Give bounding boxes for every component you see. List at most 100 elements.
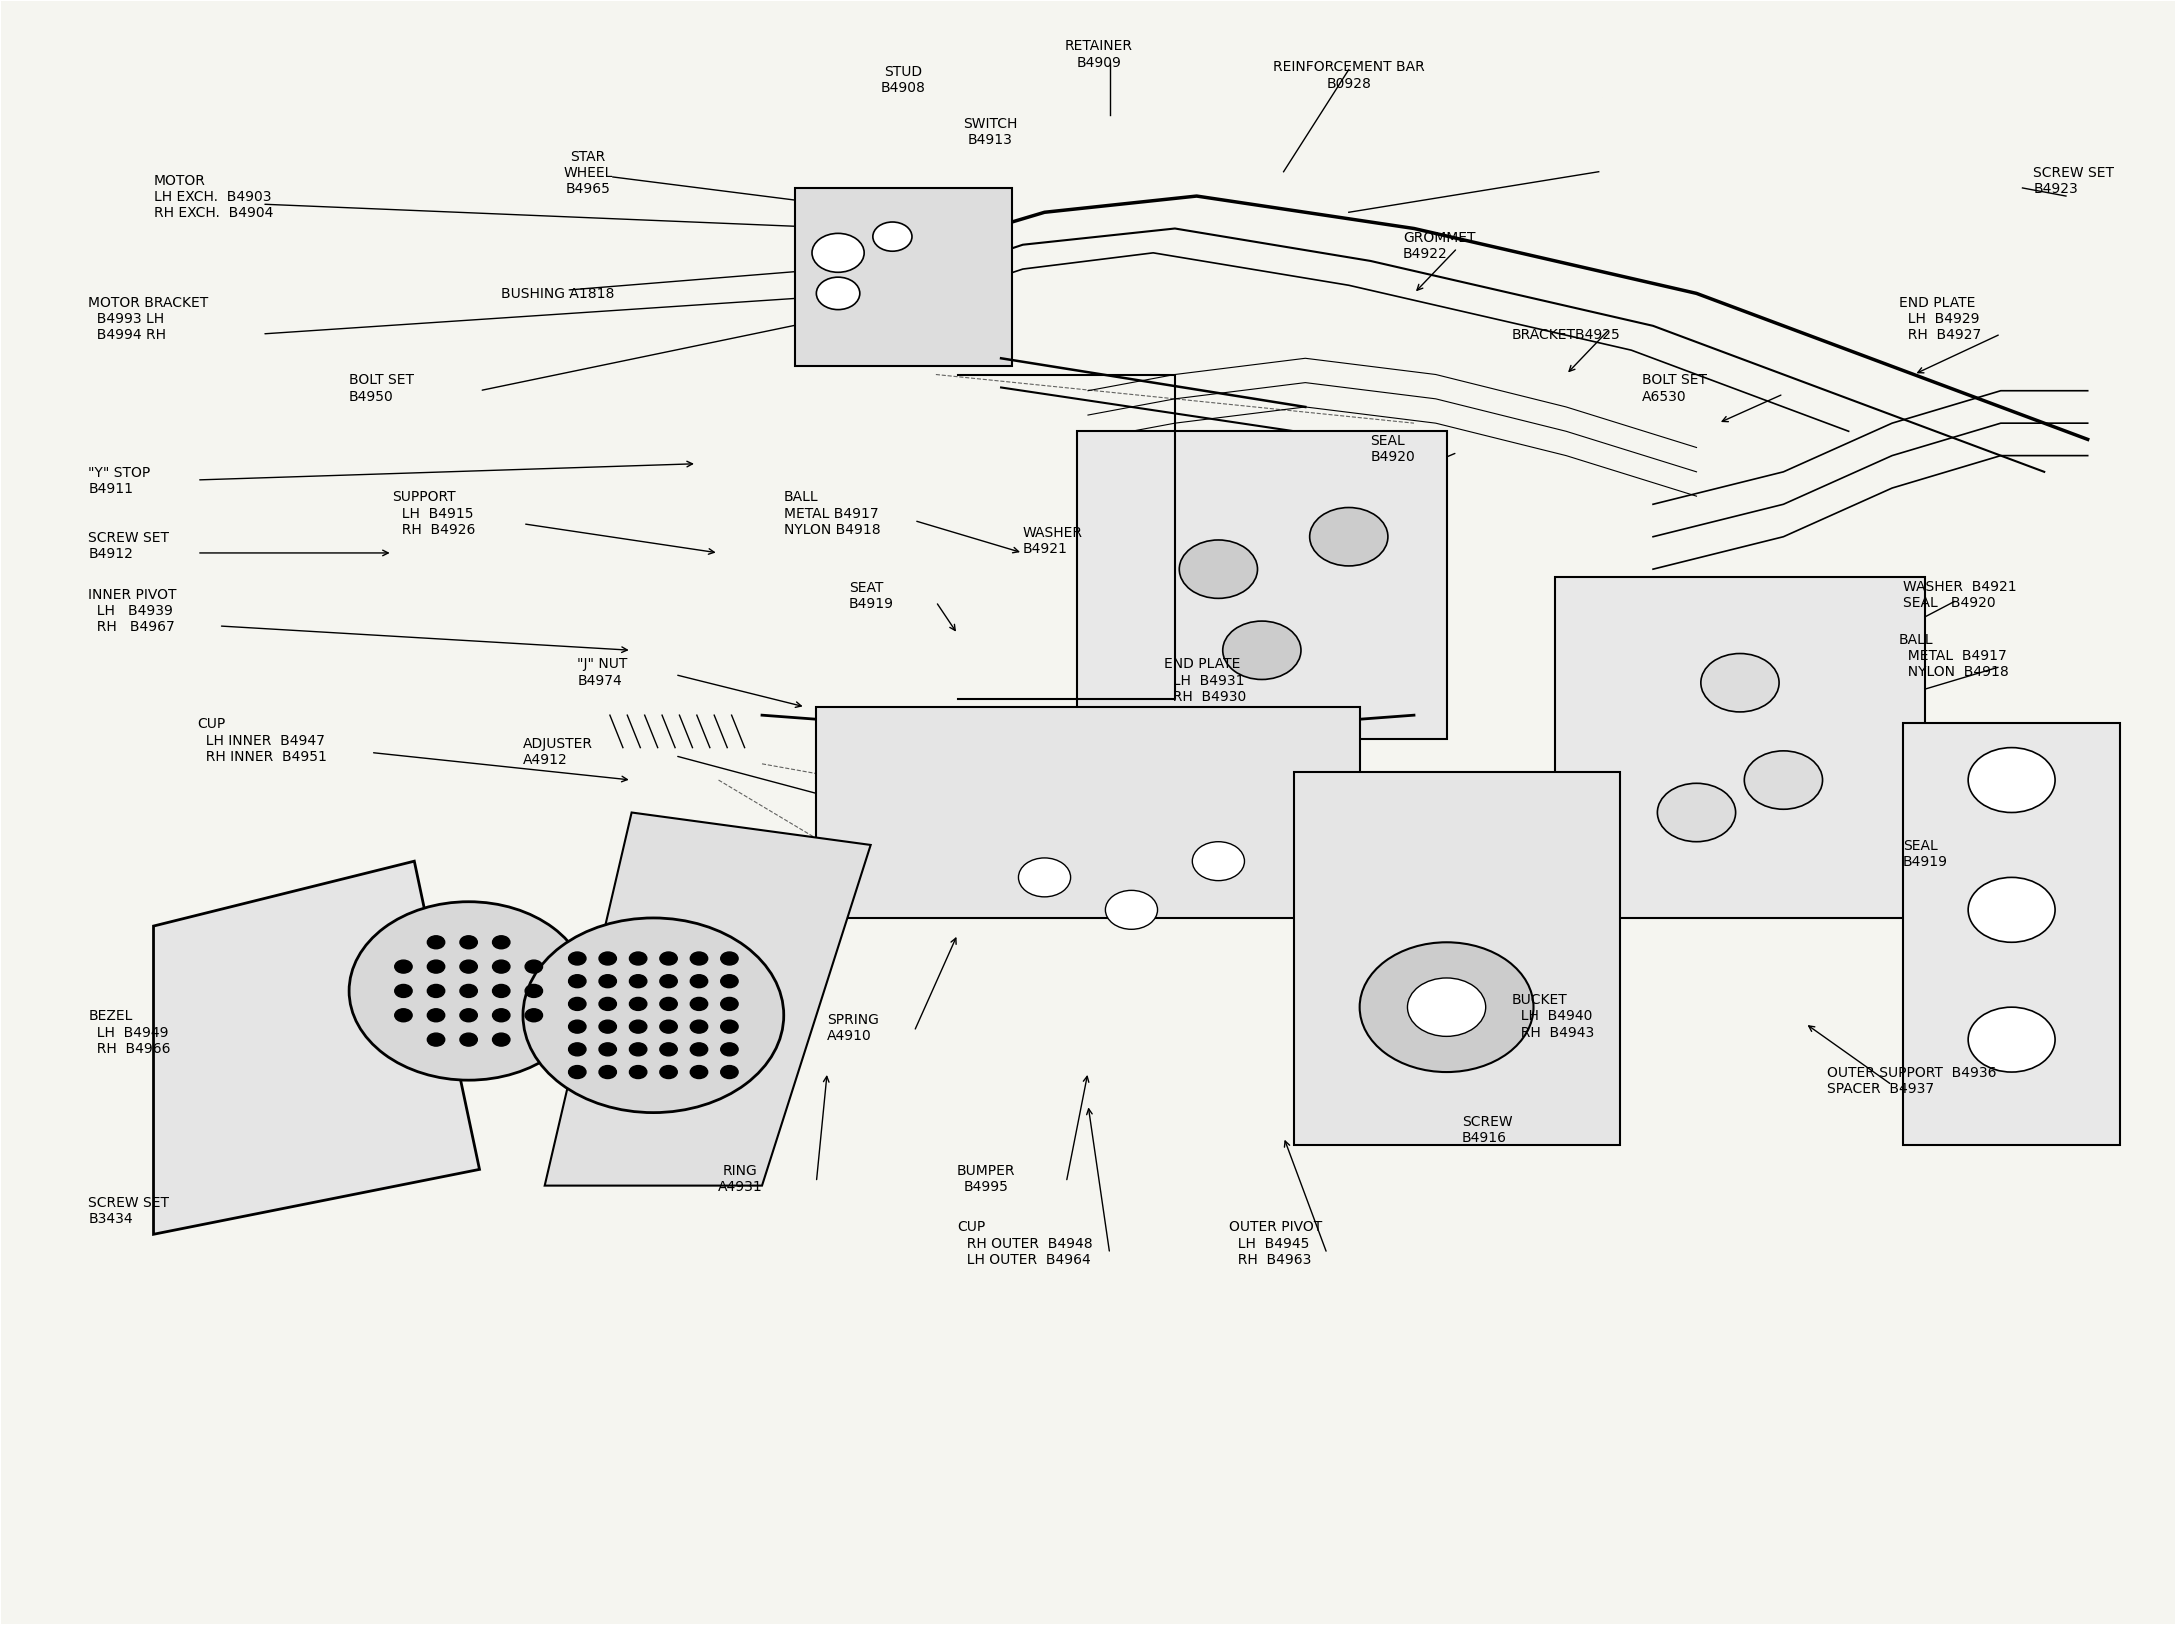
Text: BUSHING A1818: BUSHING A1818	[500, 288, 614, 302]
Circle shape	[426, 960, 444, 973]
Circle shape	[720, 975, 738, 988]
Text: WASHER  B4921
SEAL   B4920: WASHER B4921 SEAL B4920	[1904, 580, 2017, 609]
Circle shape	[1192, 842, 1245, 881]
Circle shape	[394, 985, 411, 998]
Circle shape	[524, 960, 542, 973]
FancyBboxPatch shape	[1556, 577, 1926, 918]
Text: END PLATE
  LH  B4929
  RH  B4927: END PLATE LH B4929 RH B4927	[1900, 296, 1980, 341]
Circle shape	[629, 1066, 646, 1079]
Circle shape	[426, 1009, 444, 1022]
Text: OUTER PIVOT
  LH  B4945
  RH  B4963: OUTER PIVOT LH B4945 RH B4963	[1229, 1220, 1323, 1268]
Text: SWITCH
B4913: SWITCH B4913	[964, 117, 1018, 148]
Circle shape	[524, 985, 542, 998]
Text: BEZEL
  LH  B4949
  RH  B4966: BEZEL LH B4949 RH B4966	[89, 1009, 172, 1056]
Circle shape	[629, 998, 646, 1011]
Text: SEAL
B4920: SEAL B4920	[1371, 434, 1414, 463]
Circle shape	[426, 1034, 444, 1046]
Text: MOTOR
LH EXCH.  B4903
RH EXCH.  B4904: MOTOR LH EXCH. B4903 RH EXCH. B4904	[154, 174, 272, 221]
Polygon shape	[544, 812, 870, 1186]
Circle shape	[1018, 858, 1071, 897]
Circle shape	[348, 902, 588, 1081]
Circle shape	[1310, 507, 1388, 566]
Circle shape	[568, 1020, 585, 1034]
Text: "Y" STOP
B4911: "Y" STOP B4911	[89, 466, 150, 496]
Circle shape	[629, 1020, 646, 1034]
Text: BALL
  METAL  B4917
  NYLON  B4918: BALL METAL B4917 NYLON B4918	[1900, 634, 2008, 679]
Text: BUMPER
B4995: BUMPER B4995	[957, 1164, 1016, 1194]
Text: SCREW SET
B4912: SCREW SET B4912	[89, 531, 170, 561]
Text: "J" NUT
B4974: "J" NUT B4974	[577, 658, 627, 687]
Circle shape	[629, 952, 646, 965]
Circle shape	[568, 975, 585, 988]
Circle shape	[459, 985, 477, 998]
Circle shape	[598, 998, 616, 1011]
Text: MOTOR BRACKET
  B4993 LH
  B4994 RH: MOTOR BRACKET B4993 LH B4994 RH	[89, 296, 209, 341]
Circle shape	[568, 1066, 585, 1079]
Circle shape	[1745, 751, 1823, 809]
Circle shape	[1223, 621, 1301, 679]
Circle shape	[690, 952, 707, 965]
Circle shape	[492, 1009, 509, 1022]
Circle shape	[659, 952, 677, 965]
Text: SCREW SET
B3434: SCREW SET B3434	[89, 1196, 170, 1227]
Circle shape	[492, 985, 509, 998]
Circle shape	[394, 960, 411, 973]
FancyBboxPatch shape	[1077, 431, 1447, 739]
Text: BALL
METAL B4917
NYLON B4918: BALL METAL B4917 NYLON B4918	[783, 491, 881, 536]
Circle shape	[873, 223, 912, 252]
Text: BOLT SET
B4950: BOLT SET B4950	[348, 374, 413, 403]
Circle shape	[629, 1043, 646, 1056]
Text: SPRING
A4910: SPRING A4910	[827, 1012, 879, 1043]
Circle shape	[690, 998, 707, 1011]
FancyBboxPatch shape	[816, 707, 1360, 918]
Circle shape	[568, 1043, 585, 1056]
Circle shape	[720, 998, 738, 1011]
Circle shape	[816, 278, 860, 310]
Text: INNER PIVOT
  LH   B4939
  RH   B4967: INNER PIVOT LH B4939 RH B4967	[89, 588, 176, 634]
Text: SCREW SET
B4923: SCREW SET B4923	[2032, 166, 2115, 197]
Circle shape	[1967, 878, 2054, 942]
Circle shape	[459, 960, 477, 973]
Text: REINFORCEMENT BAR
B0928: REINFORCEMENT BAR B0928	[1273, 60, 1425, 91]
Circle shape	[459, 1009, 477, 1022]
Circle shape	[598, 975, 616, 988]
Text: STAR
WHEEL
B4965: STAR WHEEL B4965	[564, 150, 614, 197]
Circle shape	[1658, 783, 1736, 842]
Circle shape	[690, 1043, 707, 1056]
Circle shape	[1967, 1008, 2054, 1072]
Text: BUCKET
  LH  B4940
  RH  B4943: BUCKET LH B4940 RH B4943	[1512, 993, 1595, 1040]
Circle shape	[1702, 653, 1780, 712]
Text: STUD
B4908: STUD B4908	[881, 65, 925, 96]
Text: SEAL
B4919: SEAL B4919	[1904, 838, 1948, 869]
Circle shape	[720, 1043, 738, 1056]
Circle shape	[659, 1066, 677, 1079]
Circle shape	[394, 1009, 411, 1022]
Circle shape	[659, 998, 677, 1011]
FancyBboxPatch shape	[1295, 772, 1621, 1146]
Circle shape	[426, 985, 444, 998]
Text: SUPPORT
  LH  B4915
  RH  B4926: SUPPORT LH B4915 RH B4926	[392, 491, 474, 536]
Circle shape	[492, 960, 509, 973]
Circle shape	[659, 1020, 677, 1034]
Circle shape	[1360, 942, 1534, 1072]
FancyBboxPatch shape	[794, 188, 1012, 366]
Circle shape	[524, 1009, 542, 1022]
Circle shape	[598, 952, 616, 965]
Circle shape	[690, 975, 707, 988]
Circle shape	[492, 1034, 509, 1046]
Text: END PLATE
  LH  B4931
  RH  B4930: END PLATE LH B4931 RH B4930	[1164, 658, 1247, 704]
Circle shape	[659, 1043, 677, 1056]
Circle shape	[1179, 540, 1258, 598]
Circle shape	[629, 975, 646, 988]
Circle shape	[598, 1020, 616, 1034]
Circle shape	[459, 1034, 477, 1046]
Circle shape	[1967, 748, 2054, 812]
Circle shape	[1105, 891, 1158, 930]
Circle shape	[568, 998, 585, 1011]
Circle shape	[522, 918, 783, 1113]
Text: BOLT SET
A6530: BOLT SET A6530	[1643, 374, 1708, 403]
Circle shape	[690, 1066, 707, 1079]
Text: WASHER
B4921: WASHER B4921	[1023, 526, 1084, 556]
Circle shape	[492, 936, 509, 949]
FancyBboxPatch shape	[1904, 723, 2119, 1146]
